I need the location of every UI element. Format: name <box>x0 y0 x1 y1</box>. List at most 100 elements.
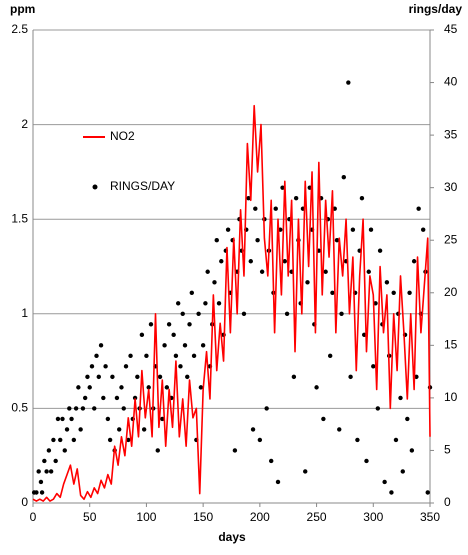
rings-dot <box>414 374 419 380</box>
rings-dot <box>337 427 342 432</box>
rings-dot <box>293 195 299 201</box>
y2-tick-label: 0 <box>444 495 451 509</box>
rings-dot <box>264 406 269 411</box>
rings-dot <box>339 311 344 316</box>
y2-tick-label: 20 <box>444 285 458 299</box>
rings-dot <box>257 437 263 443</box>
rings-dot <box>291 374 297 380</box>
rings-dot <box>182 343 188 348</box>
rings-dot <box>411 259 417 264</box>
rings-dot <box>212 280 217 285</box>
rings-dot <box>155 448 160 453</box>
rings-dot <box>185 374 190 380</box>
rings-dot <box>334 238 340 243</box>
rings-dot <box>269 458 274 464</box>
rings-dot <box>173 353 179 359</box>
rings-dot <box>36 469 41 474</box>
rings-dot <box>71 437 77 443</box>
rings-dot <box>60 416 65 422</box>
rings-dot <box>69 416 74 422</box>
x-tick-label: 50 <box>83 510 97 524</box>
rings-dot <box>398 395 403 401</box>
x-tick-label: 200 <box>250 510 270 524</box>
rings-dot <box>96 374 101 380</box>
rings-dot <box>280 185 285 190</box>
rings-dot <box>141 427 147 432</box>
y2-tick-label: 10 <box>444 390 458 404</box>
rings-dot <box>346 80 351 85</box>
rings-dot <box>375 406 381 411</box>
rings-dot <box>321 416 326 422</box>
rings-dot <box>241 311 247 316</box>
rings-dot <box>46 448 52 453</box>
rings-dot <box>225 227 231 232</box>
rings-dot <box>368 227 374 232</box>
y2-tick-label: 40 <box>444 75 458 89</box>
rings-dot <box>34 490 39 495</box>
rings-dot <box>94 353 99 359</box>
rings-dot <box>359 195 365 201</box>
rings-dot <box>44 469 49 474</box>
rings-dot <box>58 437 63 443</box>
x-tick-label: 250 <box>307 510 327 524</box>
rings-dot <box>123 364 129 369</box>
rings-dot <box>191 353 197 359</box>
rings-dot <box>39 490 45 495</box>
rings-dot <box>62 448 67 453</box>
rings-dot <box>162 343 167 348</box>
rings-dot <box>250 427 256 432</box>
rings-dot <box>189 290 194 295</box>
rings-dot <box>348 374 353 380</box>
y-tick-label: 0 <box>21 495 28 509</box>
rings-dot <box>355 437 360 443</box>
rings-dot <box>393 437 399 443</box>
y2-tick-label: 25 <box>444 232 458 246</box>
x-tick-label: 150 <box>193 510 213 524</box>
rings-dot <box>105 416 111 422</box>
rings-dot <box>416 206 421 211</box>
y-tick-label: 0.5 <box>11 401 28 415</box>
rings-dot <box>273 206 278 211</box>
rings-dot <box>384 280 390 285</box>
y-tick-label: 2.5 <box>11 22 28 36</box>
legend-dot <box>92 184 98 190</box>
rings-dot <box>128 353 133 359</box>
rings-dot <box>121 406 126 411</box>
rings-dot <box>67 406 72 411</box>
rings-dot <box>157 374 163 380</box>
y2-tick-label: 35 <box>444 127 458 141</box>
rings-dot <box>80 406 86 411</box>
rings-dot <box>253 206 258 211</box>
rings-dot <box>180 311 185 316</box>
rings-dot <box>55 416 61 422</box>
rings-dot <box>64 427 70 432</box>
rings-dot <box>110 374 115 380</box>
rings-dot <box>148 322 154 327</box>
rings-dot <box>107 437 113 443</box>
rings-dot <box>82 395 88 401</box>
rings-dot <box>216 301 222 306</box>
rings-dot <box>119 385 124 390</box>
rings-dot <box>198 385 204 390</box>
rings-dot <box>73 406 79 411</box>
rings-dot <box>78 427 83 432</box>
rings-dot <box>85 374 90 380</box>
rings-dot <box>146 385 151 390</box>
y-tick-label: 2 <box>21 117 28 131</box>
rings-dot <box>164 385 170 390</box>
rings-dot <box>405 416 410 422</box>
rings-dot <box>114 395 120 401</box>
x-tick-label: 100 <box>136 510 156 524</box>
y2-tick-label: 30 <box>444 180 458 194</box>
rings-dot <box>171 332 176 338</box>
rings-dot <box>282 259 288 264</box>
rings-dot <box>407 290 412 295</box>
rings-dot <box>341 174 346 180</box>
rings-dot <box>391 290 396 295</box>
rings-dot <box>103 364 108 369</box>
rings-dot <box>98 343 104 348</box>
rings-dot <box>366 269 371 274</box>
x-tick-label: 300 <box>363 510 383 524</box>
rings-dot <box>377 248 383 253</box>
rings-dot <box>425 490 430 495</box>
